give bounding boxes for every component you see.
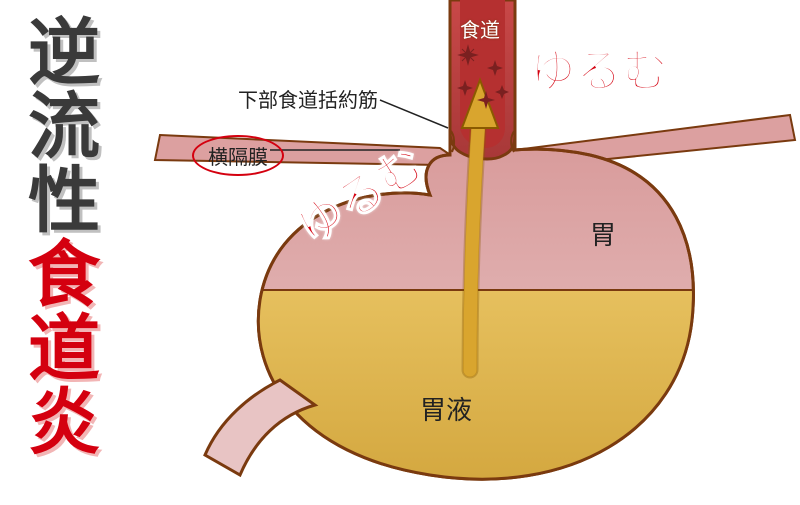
label-sphincter: 下部食道括約筋 [238,84,378,113]
label-esophagus: 食道 [460,14,500,43]
leader-sphincter [380,100,448,128]
label-diaphragm: 横隔膜 [192,135,284,176]
duodenum-stub [205,380,315,475]
title-part2: 食道炎 [17,236,97,458]
label-gastric-juice: 胃液 [420,390,472,427]
title-part1: 逆流性 [17,14,97,236]
anatomy-diagram: 食道 下部食道括約筋 横隔膜 胃 胃液 ゆるむ ゆるむ [120,0,800,500]
label-stomach: 胃 [590,215,616,252]
main-title: 逆流性食道炎 [18,14,94,458]
loosen-right: ゆるむ [530,35,668,101]
